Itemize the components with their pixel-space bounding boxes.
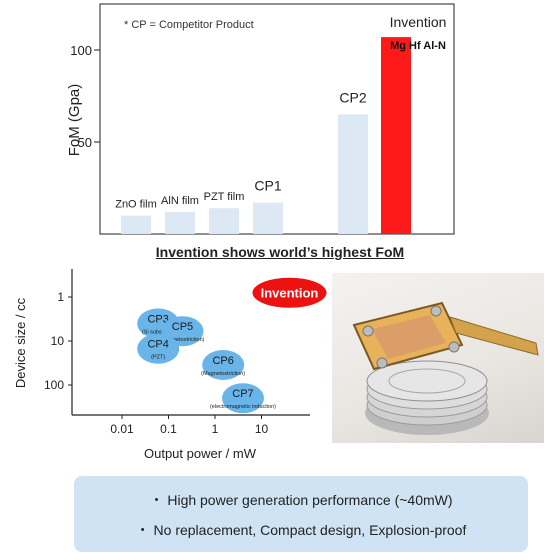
y-tick-label: 1 — [57, 290, 64, 304]
bar-sublabel: Mg Hf Al-N — [390, 40, 446, 52]
y-tick-label: 100 — [70, 43, 92, 58]
x-tick-label: 10 — [255, 422, 269, 436]
summary-box: ・ High power generation performance (~40… — [74, 476, 528, 552]
bubble-note: (PZT) — [151, 355, 165, 361]
bar — [165, 211, 195, 234]
bubble-note: (Magnetostriction) — [201, 371, 245, 377]
bar-label: PZT film — [204, 191, 245, 203]
y-tick-label: 100 — [44, 378, 64, 392]
bubble-label: Invention — [261, 286, 319, 301]
bubble-label: CP7 — [232, 388, 253, 400]
summary-line-power: ・ High power generation performance (~40… — [149, 492, 453, 508]
bar — [253, 202, 283, 234]
bubble-label: CP6 — [212, 355, 233, 367]
bubble-note: (Magnetostriction) — [160, 337, 204, 343]
bar-chart-y-label: FoM (Gpa) — [66, 84, 83, 157]
bubble — [221, 383, 264, 414]
bubble — [252, 277, 327, 308]
size-power-bubble-chart: Device size / cc Output power / mW 0.01 0… — [13, 269, 327, 461]
bubble-note: (electromagnetic induction) — [210, 404, 276, 410]
bubble-label: CP3 — [147, 313, 168, 325]
bubble — [202, 349, 245, 380]
bar — [121, 215, 151, 234]
bar — [381, 37, 411, 235]
bar-label: CP1 — [254, 178, 281, 194]
bar-label: ZnO film — [115, 199, 157, 211]
bubble-note: (Si substrate) — [142, 329, 175, 335]
bubble-label: CP5 — [172, 321, 193, 333]
headline: Invention shows world’s highest FoM — [155, 244, 405, 260]
summary-line-features: ・ No replacement, Compact design, Explos… — [135, 522, 467, 538]
x-tick-label: 0.1 — [160, 422, 177, 436]
x-tick-label: 1 — [212, 422, 219, 436]
bar-label: CP2 — [339, 89, 366, 105]
competitor-note: * CP = Competitor Product — [124, 19, 254, 31]
bar-label: AlN film — [161, 195, 199, 207]
bubble — [137, 333, 180, 364]
bar — [338, 114, 368, 234]
flex-cable-icon — [449, 316, 539, 356]
fom-bar-chart: * CP = Competitor Product FoM (Gpa) 50 10… — [66, 3, 455, 235]
bar-label: Invention — [390, 14, 447, 30]
coin-icon — [366, 360, 488, 402]
bubble-label: CP4 — [147, 339, 168, 351]
x-tick-label: 0.01 — [110, 422, 134, 436]
bar — [209, 208, 239, 234]
bubble-y-label: Device size / cc — [13, 297, 28, 388]
y-tick-label: 10 — [51, 334, 65, 348]
y-tick-label: 50 — [78, 135, 92, 150]
device-photo — [332, 273, 544, 443]
bubble-x-label: Output power / mW — [144, 446, 257, 461]
